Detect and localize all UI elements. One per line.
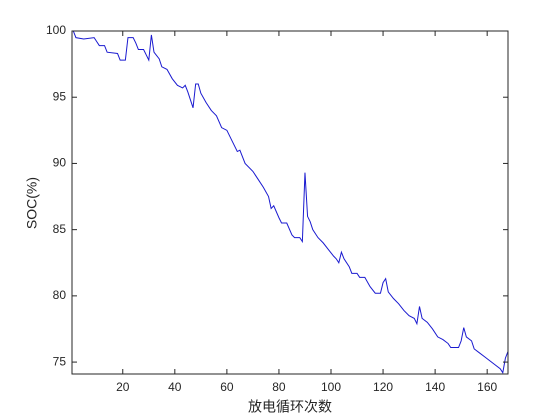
x-tick-label: 20: [116, 380, 130, 394]
y-tick-label: 75: [53, 354, 67, 368]
x-tick-label: 40: [168, 380, 182, 394]
y-tick-label: 85: [53, 222, 67, 236]
x-tick-label: 160: [477, 380, 497, 394]
line-series: [72, 30, 509, 375]
x-tick-label: 140: [425, 380, 445, 394]
x-tick-label: 80: [272, 380, 286, 394]
x-tick-label: 120: [373, 380, 393, 394]
plot-frame: [71, 30, 509, 375]
y-tick-label: 80: [53, 288, 67, 302]
x-axis-label: 放电循环次数: [248, 399, 332, 415]
y-tick-label: 90: [53, 156, 67, 170]
y-tick-label: 100: [46, 23, 66, 37]
x-tick-label: 60: [220, 380, 234, 394]
y-tick-label: 95: [53, 89, 67, 103]
y-axis-label: SOC(%): [24, 177, 40, 229]
x-tick-label: 100: [321, 380, 341, 394]
